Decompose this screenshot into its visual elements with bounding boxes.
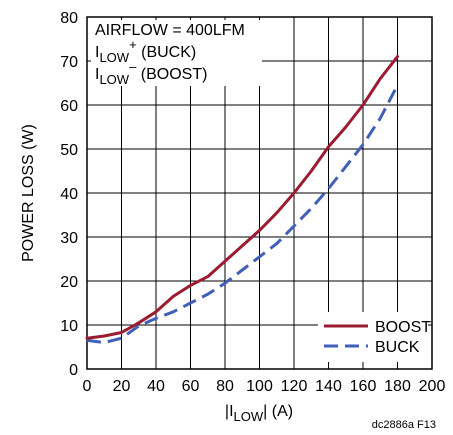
x-tick-label: 40 bbox=[147, 378, 165, 395]
annotation-background bbox=[91, 20, 262, 86]
annotation-line: ILOW– (BOOST) bbox=[95, 59, 207, 87]
y-axis-label: POWER LOSS (W) bbox=[20, 124, 37, 262]
x-axis-label-suffix: | (A) bbox=[263, 403, 293, 420]
annotation-line: AIRFLOW = 400LFM bbox=[95, 22, 245, 39]
x-tick-label: 60 bbox=[182, 378, 200, 395]
x-tick-label: 140 bbox=[315, 378, 342, 395]
figure-id: dc2886a F13 bbox=[372, 419, 436, 431]
y-tick-labels: 0 10 20 30 40 50 60 70 80 bbox=[60, 10, 78, 379]
x-tick-label: 160 bbox=[350, 378, 377, 395]
y-tick-label: 0 bbox=[69, 362, 78, 379]
y-tick-label: 80 bbox=[60, 10, 78, 27]
y-tick-label: 20 bbox=[60, 274, 78, 291]
x-tick-label: 180 bbox=[384, 378, 411, 395]
legend-label-buck: BUCK bbox=[375, 339, 420, 356]
series-line-buck bbox=[86, 84, 399, 345]
annotation-text: – bbox=[129, 59, 137, 74]
series-line-boost bbox=[85, 55, 399, 340]
x-axis-label: |ILOW| (A) bbox=[225, 403, 293, 424]
legend-background bbox=[318, 312, 428, 362]
x-tick-label: 100 bbox=[246, 378, 273, 395]
annotation-text: AIRFLOW = 400LFM bbox=[95, 22, 245, 39]
annotation-text: (BUCK) bbox=[137, 44, 197, 61]
x-tick-label: 0 bbox=[83, 378, 92, 395]
y-tick-label: 40 bbox=[60, 186, 78, 203]
annotation-line: ILOW+ (BUCK) bbox=[95, 37, 196, 65]
plot-frame bbox=[86, 16, 433, 370]
x-tick-labels: 0 20 40 60 80 100 120 140 160 180 200 bbox=[83, 378, 446, 395]
annotation-text: LOW bbox=[99, 50, 129, 65]
y-tick-label: 50 bbox=[60, 142, 78, 159]
x-tick-label: 200 bbox=[419, 378, 446, 395]
annotation-text: + bbox=[129, 37, 137, 52]
annotation-text: (BOOST) bbox=[136, 66, 207, 83]
y-tick-label: 30 bbox=[60, 230, 78, 247]
annotation-text: I bbox=[95, 66, 99, 83]
legend-label-boost: BOOST bbox=[375, 319, 431, 336]
y-tick-label: 60 bbox=[60, 98, 78, 115]
x-tick-label: 20 bbox=[113, 378, 131, 395]
annotation-text: LOW bbox=[99, 72, 129, 87]
x-axis-label-sub: LOW bbox=[234, 409, 264, 424]
x-tick-label: 80 bbox=[216, 378, 234, 395]
x-axis-label-prefix: |I bbox=[225, 403, 234, 420]
x-tick-label: 120 bbox=[281, 378, 308, 395]
annotation-text: I bbox=[95, 44, 99, 61]
series-lines bbox=[85, 55, 399, 345]
legend: BOOST BUCK bbox=[318, 312, 431, 362]
y-tick-label: 10 bbox=[60, 318, 78, 335]
y-tick-label: 70 bbox=[60, 54, 78, 71]
